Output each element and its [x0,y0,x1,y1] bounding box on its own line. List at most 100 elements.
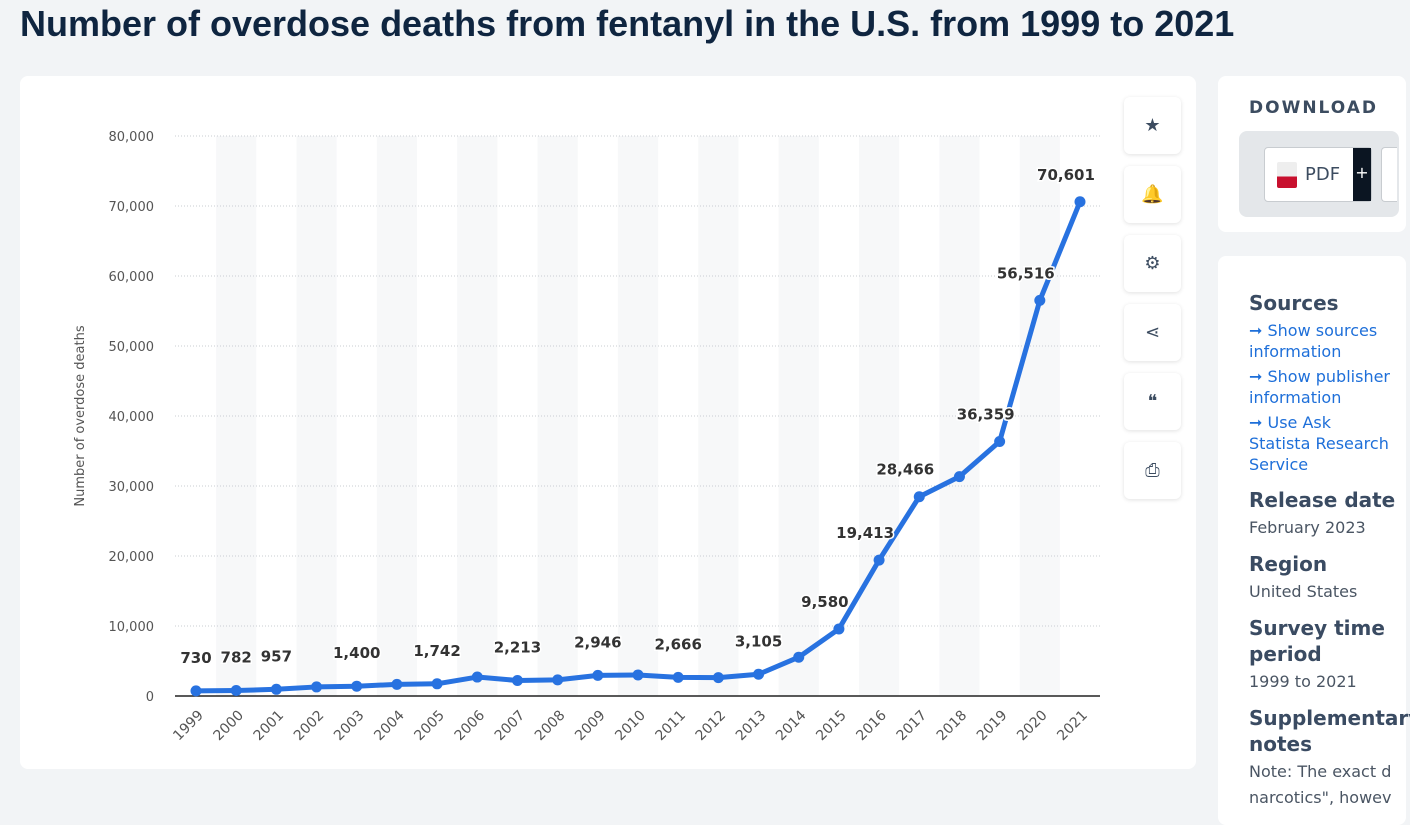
data-label: 782 [221,649,252,667]
x-tick-label: 2003 [331,708,368,745]
data-point [672,671,684,683]
x-tick-label: 2002 [291,708,328,745]
data-point [873,554,885,566]
x-tick-label: 2017 [894,708,931,745]
region-title: Region [1249,552,1328,576]
data-label: 19,413 [836,524,894,542]
page-title: Number of overdose deaths from fentanyl … [20,3,1235,44]
x-tick-label: 2011 [652,708,689,745]
period-title: Survey time period [1249,616,1385,666]
show-sources-link[interactable]: ➞ Show sources information [1249,321,1378,361]
line-chart: 0 10,000 20,000 30,000 40,000 50,000 60,000 70,… [73,130,1100,745]
data-point [913,491,925,503]
supplementary-title: Supplementary notes [1249,706,1410,756]
y-axis-label: Number of overdose deaths [73,325,88,506]
x-tick-label: 2021 [1054,708,1091,745]
y-tick-label: 50,000 [109,340,155,355]
x-tick-label: 2009 [572,708,609,745]
plus-icon[interactable]: + [1353,148,1371,201]
x-tick-label: 2019 [974,708,1011,745]
pdf-download-button[interactable]: PDF + [1264,147,1372,202]
column-band [376,136,417,696]
quote-icon: ❝ [1147,391,1158,412]
star-button[interactable]: ★ [1124,97,1181,154]
y-tick-label: 40,000 [109,410,155,425]
data-label: 70,601 [1037,166,1095,184]
gear-button[interactable]: ⚙ [1124,235,1181,292]
data-label: 28,466 [876,461,934,479]
x-tick-label: 2015 [813,708,850,745]
y-tick-label: 60,000 [109,270,155,285]
y-tick-label: 20,000 [109,550,155,565]
info-panel: Sources ➞ Show sources information ➞ Sho… [1218,256,1410,825]
data-point [230,685,242,697]
release-date: February 2023 [1249,518,1366,537]
show-publisher-link[interactable]: ➞ Show publisher information [1249,367,1390,407]
data-point [511,675,523,687]
sources-title: Sources [1249,291,1339,315]
release-title: Release date [1249,488,1396,512]
xls-download-button[interactable] [1381,147,1397,202]
share-icon: ⋖ [1144,322,1161,343]
x-tick-label: 2008 [532,708,569,745]
data-label: 36,359 [957,405,1015,423]
data-label: 56,516 [997,264,1055,282]
data-point [632,669,644,681]
data-label: 2,213 [494,639,541,657]
y-tick-label: 80,000 [109,130,155,145]
x-tick-label: 1999 [170,708,207,745]
chart-card: 0 10,000 20,000 30,000 40,000 50,000 60,000 70,… [20,76,1196,769]
y-tick-label: 10,000 [109,620,155,635]
data-point [431,678,443,690]
data-point [391,678,403,690]
data-label: 957 [261,647,292,665]
data-point [1074,196,1086,208]
x-tick-label: 2014 [773,707,810,744]
data-label: 2,946 [574,633,621,651]
column-band [216,136,257,696]
gear-icon: ⚙ [1144,253,1161,274]
pdf-label: PDF [1305,164,1341,185]
y-tick-label: 0 [146,690,154,705]
x-tick-label: 2001 [251,708,288,745]
y-tick-label: 70,000 [109,200,155,215]
x-tick-label: 2007 [492,708,529,745]
data-label: 730 [180,649,211,667]
period-value: 1999 to 2021 [1249,672,1357,691]
data-point [712,672,724,684]
x-tick-label: 2006 [452,707,489,744]
data-point [190,685,202,697]
x-tick-label: 2016 [853,707,890,744]
supplementary-note: Note: The exact d [1249,762,1392,781]
data-point [592,669,604,681]
x-tick-label: 2012 [693,708,730,745]
pdf-icon [1277,161,1297,188]
x-tick-label: 2013 [733,708,770,745]
download-panel: DOWNLOAD PDF + [1218,76,1406,232]
data-point [311,681,323,693]
bell-button[interactable]: 🔔 [1124,166,1181,223]
x-tick-label: 2020 [1014,708,1051,745]
x-tick-label: 2010 [612,708,649,745]
ask-statista-link[interactable]: ➞ Use Ask Statista Research Service [1249,413,1389,474]
print-button[interactable]: ⎙ [1124,442,1181,499]
data-point [833,623,845,635]
y-tick-label: 30,000 [109,480,155,495]
x-tick-label: 2004 [371,707,408,744]
data-point [753,668,765,680]
quote-button[interactable]: ❝ [1124,373,1181,430]
data-label: 9,580 [801,593,848,611]
data-point [953,471,965,483]
print-icon: ⎙ [1145,460,1160,481]
supplementary-note-2: narcotics", howev [1249,788,1392,807]
bell-icon: 🔔 [1141,184,1164,205]
star-icon: ★ [1144,115,1161,136]
data-point [793,651,805,663]
data-label: 1,400 [333,644,380,662]
data-point [351,680,363,692]
x-tick-label: 2000 [210,708,247,745]
data-point [471,671,483,683]
share-button[interactable]: ⋖ [1124,304,1181,361]
data-label: 2,666 [654,635,701,653]
download-title: DOWNLOAD [1249,98,1379,118]
